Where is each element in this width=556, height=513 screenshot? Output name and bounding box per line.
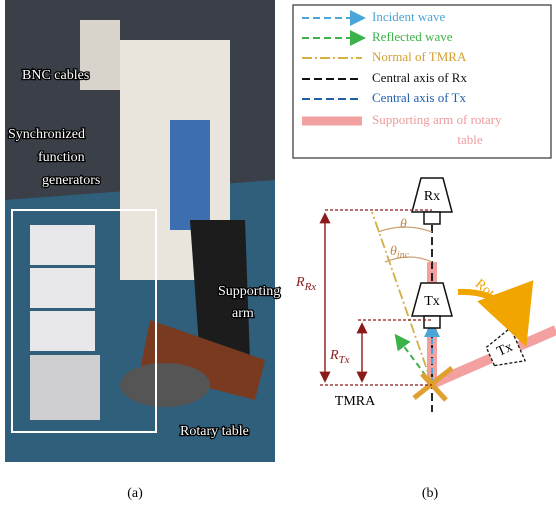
legend-label: table [457, 132, 482, 147]
dimension-label: RTx [329, 348, 350, 365]
legend-label: Supporting arm of rotary [372, 112, 502, 127]
tmra-label: TMRA [335, 394, 376, 409]
figure: BNC cables Synchronized function generat… [0, 0, 556, 513]
rotation-label: Rotation [472, 277, 519, 319]
legend-label: Central axis of Rx [372, 70, 467, 85]
photo: BNC cables Synchronized function generat… [5, 0, 280, 462]
antenna-label: Tx [424, 294, 440, 309]
legend: Incident wave Reflected wave Normal of T… [293, 5, 551, 158]
diagram: Rx Tx Tx θ θinc Rotation RRx RTx TMRA [295, 178, 556, 412]
legend-label: Normal of TMRA [372, 49, 467, 64]
photo-label: BNC cables [22, 68, 89, 83]
legend-label: Reflected wave [372, 29, 453, 44]
photo-label: arm [232, 306, 254, 321]
photo-label: generators [42, 173, 100, 188]
angle-label: θinc [390, 244, 410, 261]
photo-label: function [38, 150, 85, 165]
photo-label: Supporting [218, 284, 280, 299]
photo-label: Synchronized [8, 127, 85, 142]
legend-label: Incident wave [372, 9, 446, 24]
photo-label: Rotary table [180, 424, 249, 439]
antenna-label: Rx [424, 189, 440, 204]
dimension-label: RRx [295, 275, 316, 292]
angle-label: θ [400, 217, 407, 232]
caption: (a) [127, 486, 143, 501]
caption: (b) [422, 486, 439, 501]
legend-label: Central axis of Tx [372, 90, 466, 105]
